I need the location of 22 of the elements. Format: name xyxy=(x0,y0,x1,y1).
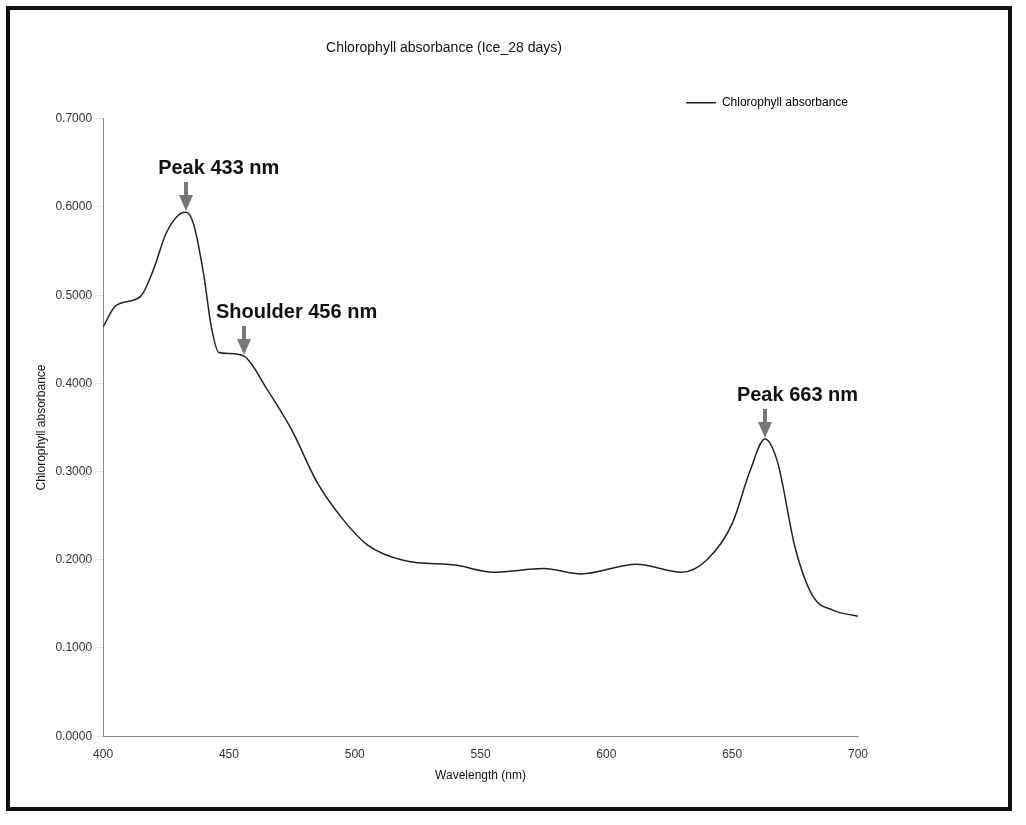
annotation: Peak 433 nm xyxy=(158,156,280,180)
y-tick-label: 0.0000 xyxy=(55,728,93,743)
y-tick-label: 0.7000 xyxy=(55,111,93,126)
x-tick-label: 500 xyxy=(344,746,366,761)
y-tick-label: 0.3000 xyxy=(55,463,93,478)
x-tick-label: 450 xyxy=(218,746,240,761)
chart-title: Chlorophyll absorbance (Ice_28 days) xyxy=(326,39,562,56)
x-tick-label: 700 xyxy=(847,746,869,761)
x-tick-label: 650 xyxy=(722,746,743,761)
x-tick-label: 550 xyxy=(470,746,491,761)
y-tick-label: 0.1000 xyxy=(55,640,93,655)
y-tick-label: 0.6000 xyxy=(55,199,93,214)
y-axis-title: Chlorophyll absorbance xyxy=(33,364,48,491)
legend-label: Chlorophyll absorbance xyxy=(721,95,849,110)
y-tick-label: 0.5000 xyxy=(55,287,93,302)
x-tick-label: 400 xyxy=(93,746,114,761)
y-tick-label: 0.4000 xyxy=(55,375,93,390)
annotation: Peak 663 nm xyxy=(736,382,859,406)
y-tick-label: 0.2000 xyxy=(55,552,93,567)
x-tick-label: 600 xyxy=(596,746,617,761)
x-axis-title: Wavelength (nm) xyxy=(435,768,527,783)
annotation: Shoulder 456 nm xyxy=(216,300,378,324)
